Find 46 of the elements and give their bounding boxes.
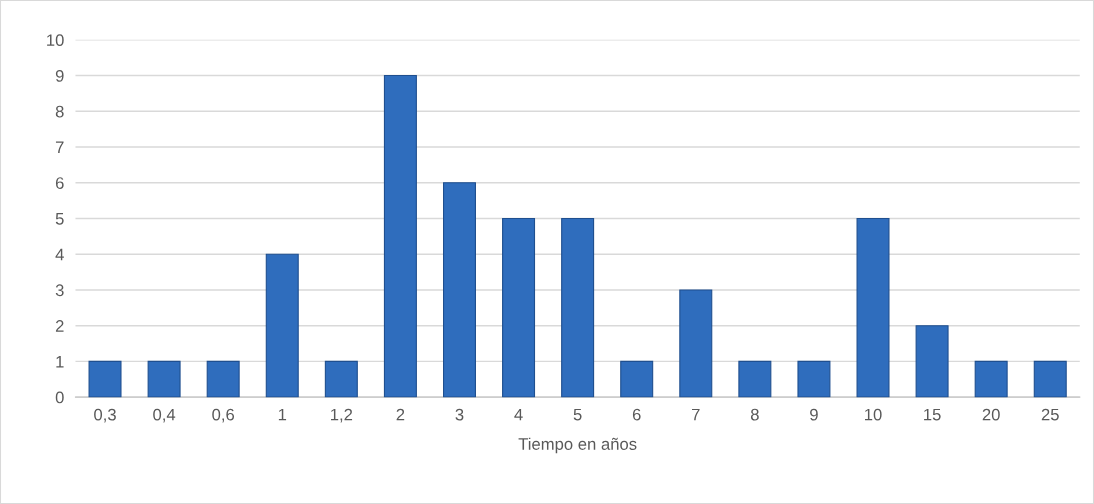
bar [974, 360, 1008, 398]
x-tick-label: 0,4 [153, 408, 176, 423]
y-tick-label: 5 [55, 213, 64, 225]
y-tick-label: 7 [55, 141, 64, 154]
bar [442, 182, 476, 398]
y-tick-label: 8 [55, 105, 64, 118]
x-tick-label: 15 [924, 408, 941, 421]
bar [147, 360, 181, 398]
y-tick-label: 6 [55, 177, 64, 189]
bar [88, 360, 122, 398]
y-tick-label: 10 [47, 34, 64, 47]
bar [915, 325, 949, 398]
y-tick-label: 4 [55, 248, 64, 261]
x-tick-label: 20 [982, 408, 1000, 421]
x-tick-label: 9 [810, 408, 818, 421]
y-tick-label: 0 [55, 391, 64, 404]
x-tick-label: 10 [865, 408, 882, 421]
x-tick-label: 5 [573, 408, 582, 421]
bar [856, 217, 890, 398]
x-tick-label: 6 [632, 408, 641, 421]
bar [1033, 360, 1067, 398]
x-tick-label: 1,2 [331, 408, 353, 423]
y-tick-label: 2 [55, 320, 64, 332]
x-tick-label: 25 [1041, 408, 1059, 421]
bar [738, 360, 772, 398]
x-tick-label: 2 [396, 408, 405, 421]
x-tick-label: 0,3 [94, 408, 116, 423]
x-tick-label: 3 [455, 408, 464, 421]
bar [679, 289, 713, 398]
x-axis-title: Tiempo en años [518, 437, 637, 454]
y-tick-label: 3 [55, 284, 64, 297]
bar [620, 360, 654, 398]
bar [797, 360, 831, 398]
bar [502, 217, 536, 398]
y-tick-label: 9 [55, 69, 64, 82]
bar [324, 360, 358, 398]
bar [561, 217, 595, 398]
x-tick-label: 0,6 [212, 408, 235, 423]
x-tick-label: 4 [514, 408, 523, 421]
x-tick-label: 7 [692, 408, 700, 421]
bar [265, 253, 299, 398]
x-tick-label: 1 [278, 408, 287, 421]
y-tick-label: 1 [56, 355, 64, 368]
bar [383, 74, 417, 398]
bar [206, 360, 240, 398]
x-tick-label: 8 [750, 408, 759, 421]
